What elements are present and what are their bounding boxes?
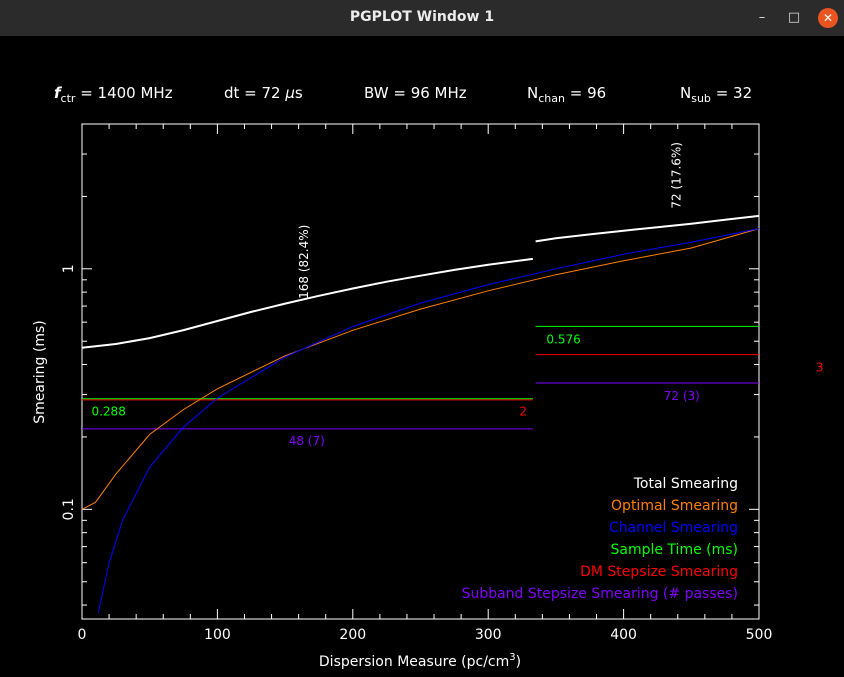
x-tick-label: 400 [610, 627, 637, 643]
series-optimal-segment-0 [81, 228, 760, 510]
window-title: PGPLOT Window 1 [349, 9, 495, 25]
window-titlebar: PGPLOT Window 1 – □ ✕ [0, 0, 844, 36]
ann-72p3: 72 (3) [664, 389, 700, 403]
plot-frame [81, 123, 760, 620]
x-axis-label: Dispersion Measure (pc/cm3) [319, 652, 521, 670]
header-bw: BW = 96 MHz [364, 84, 467, 102]
legend-item: Optimal Smearing [611, 498, 738, 514]
legend-item: DM Stepsize Smearing [580, 564, 738, 580]
y-tick-label: 1 [61, 264, 77, 273]
smearing-plot: fctr = 1400 MHz dt = 72 μs BW = 96 MHz N… [32, 84, 824, 670]
header-fctr: fctr = 1400 MHz [54, 84, 173, 105]
series-channel-segment-0 [97, 228, 760, 614]
legend-item: Total Smearing [633, 476, 738, 492]
x-tick-label: 500 [746, 627, 773, 643]
x-tick-label: 0 [78, 627, 87, 643]
maximize-icon[interactable]: □ [787, 10, 801, 25]
y-tick-label: 0.1 [61, 498, 77, 520]
ann-168: 168 (82.4%) [297, 225, 311, 299]
x-tick-label: 300 [475, 627, 502, 643]
tick-labels: 0 100 200 300 400 500 0.1 1 [61, 264, 772, 643]
x-tick-label: 100 [204, 627, 231, 643]
axis-ticks [81, 123, 760, 619]
y-axis-label: Smearing (ms) [32, 320, 48, 423]
ann-0576: 0.576 [546, 332, 580, 346]
x-tick-label: 200 [339, 627, 366, 643]
legend-item: Subband Stepsize Smearing (# passes) [462, 586, 738, 602]
ann-72pct: 72 (17.6%) [669, 142, 683, 209]
minimize-icon[interactable]: – [758, 10, 766, 25]
series-total-segment-0 [81, 257, 534, 349]
plot-header: fctr = 1400 MHz dt = 72 μs BW = 96 MHz N… [54, 84, 752, 105]
ann-3: 3 [816, 360, 824, 374]
header-dt: dt = 72 μs [224, 84, 303, 102]
close-icon[interactable]: ✕ [818, 8, 838, 28]
series-total-segment-1 [535, 214, 760, 243]
ann-48: 48 (7) [289, 434, 325, 448]
ann-2: 2 [519, 405, 527, 419]
header-nsub: Nsub = 32 [680, 84, 752, 105]
header-nchan: Nchan = 96 [527, 84, 606, 105]
legend-item: Channel Smearing [609, 520, 738, 536]
annotation-layer: 168 (82.4%) 72 (17.6%) 0.288 0.576 2 3 48 (7) 7… [91, 142, 823, 448]
ann-0288: 0.288 [91, 405, 125, 419]
legend-item: Sample Time (ms) [610, 542, 738, 558]
legend: Total Smearing Optimal Smearing Channel Sm… [462, 476, 738, 602]
series-layer [81, 214, 760, 614]
